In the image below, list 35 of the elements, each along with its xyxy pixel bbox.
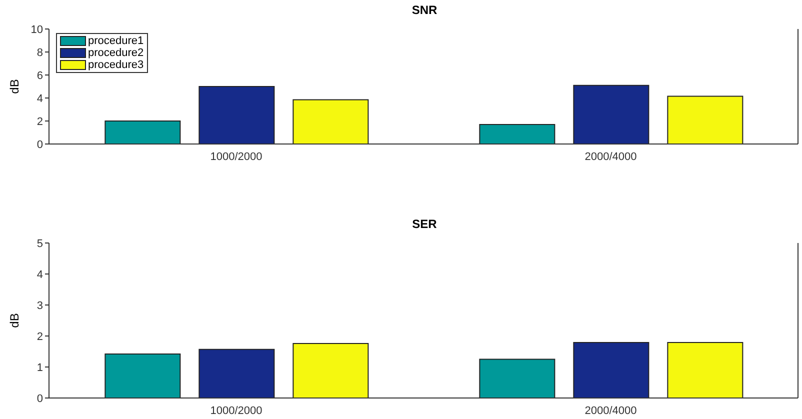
y-tick-label: 6 bbox=[36, 70, 43, 82]
y-tick-label: 2 bbox=[36, 116, 43, 128]
y-tick-label: 4 bbox=[36, 268, 43, 281]
bar bbox=[198, 86, 275, 144]
bar bbox=[292, 342, 369, 398]
y-tick-label: 4 bbox=[36, 92, 43, 105]
x-tick-label: 1000/2000 bbox=[210, 404, 262, 417]
x-tick-label: 1000/2000 bbox=[210, 150, 262, 163]
bar bbox=[479, 358, 556, 398]
y-tick-label: 3 bbox=[36, 300, 43, 312]
y-tick-label: 5 bbox=[36, 238, 43, 250]
legend-label: procedure2 bbox=[88, 47, 144, 59]
bar bbox=[573, 342, 650, 398]
y-tick-label: 2 bbox=[36, 330, 43, 343]
chart-title: SNR bbox=[410, 3, 438, 17]
chart-title: SER bbox=[411, 217, 438, 231]
bar bbox=[667, 342, 744, 398]
y-tick-label: 10 bbox=[30, 24, 43, 36]
bar bbox=[198, 348, 275, 398]
y-tick-label: 0 bbox=[36, 138, 43, 151]
bar bbox=[667, 96, 744, 144]
x-tick-label: 2000/4000 bbox=[584, 404, 637, 417]
bar bbox=[479, 124, 556, 144]
bar bbox=[104, 120, 181, 144]
y-tick-label: 1 bbox=[36, 362, 43, 374]
bar bbox=[104, 353, 181, 398]
y-tick-label: 8 bbox=[36, 46, 43, 59]
legend-label: procedure1 bbox=[88, 35, 144, 47]
y-tick-label: 0 bbox=[36, 392, 43, 405]
y-axis-title: dB bbox=[7, 313, 22, 328]
y-axis-title: dB bbox=[7, 79, 22, 94]
legend-label: procedure3 bbox=[88, 59, 144, 71]
bar bbox=[292, 99, 369, 144]
x-tick-label: 2000/4000 bbox=[584, 150, 637, 163]
bar bbox=[573, 84, 650, 144]
